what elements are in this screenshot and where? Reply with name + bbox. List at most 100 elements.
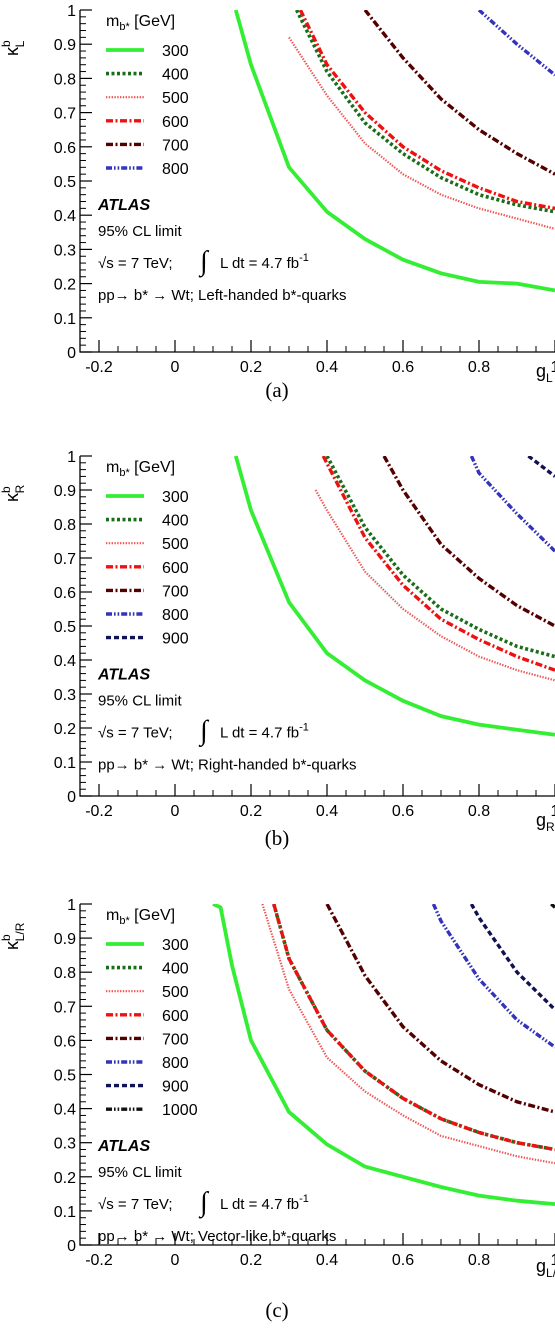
legend-label-1000: 1000 <box>162 1102 198 1119</box>
x-tick-label: -0.2 <box>85 803 113 820</box>
series-line-800 <box>431 904 555 1049</box>
y-tick-label: 1 <box>67 449 76 466</box>
atlas-label: ATLAS <box>97 1138 150 1155</box>
y-tick-label: 0.5 <box>54 619 76 636</box>
y-tick-label: 0.2 <box>54 1170 76 1187</box>
legend-label-500: 500 <box>162 90 189 107</box>
x-tick-label: 1 <box>551 803 555 820</box>
y-tick-label: 0.5 <box>54 1068 76 1085</box>
series-line-700 <box>325 904 555 1114</box>
y-tick-label: 0.2 <box>54 721 76 738</box>
x-tick-label: 0.2 <box>240 803 262 820</box>
x-tick-label: 0.2 <box>240 359 262 376</box>
x-tick-label: 0.2 <box>240 1252 262 1269</box>
y-tick-label: 0.4 <box>54 208 76 225</box>
series-line-900 <box>469 904 555 1011</box>
panel-caption: (b) <box>265 826 290 850</box>
series-line-500 <box>314 489 555 682</box>
series-line-800 <box>469 456 555 553</box>
legend-title: mb* [GeV] <box>106 907 175 927</box>
atlas-label: ATLAS <box>97 667 150 684</box>
legend-label-500: 500 <box>162 536 189 553</box>
x-tick-label: 0.8 <box>468 359 490 376</box>
series-line-800 <box>477 10 555 77</box>
chart-panel-2: -0.2 0 0.2 0.4 0.6 0.8 1 0 0.1 0.2 0.3 0.4 0.5 0.6 0.7… <box>0 449 555 850</box>
x-tick-label: 1 <box>551 1252 555 1269</box>
y-axis-label: κbR <box>0 484 27 502</box>
x-tick-label: 0 <box>171 1252 180 1269</box>
x-tick-label: 0.6 <box>392 803 414 820</box>
legend-label-400: 400 <box>162 961 189 978</box>
integral-symbol: ∫ <box>198 716 210 748</box>
series-line-400 <box>294 10 555 214</box>
x-axis-label: gR <box>536 810 555 834</box>
energy-label: √s = 7 TeV; <box>98 725 173 742</box>
y-tick-label: 1 <box>67 897 76 914</box>
cl-label: 95% CL limit <box>98 693 182 710</box>
legend-title: mb* [GeV] <box>106 459 175 479</box>
chart-panel-1: -0.2 0 0.2 0.4 0.6 0.8 1 0 0.1 0.2 0.3 0.4 0.5 0.6 0.7… <box>0 3 555 402</box>
y-tick-label: 0.8 <box>54 71 76 88</box>
series-line-1000 <box>550 904 555 909</box>
series-line-500 <box>261 904 555 1165</box>
energy-label: √s = 7 TeV; <box>98 255 173 272</box>
legend-label-600: 600 <box>162 114 189 131</box>
y-axis-label: κbL/R <box>0 922 27 950</box>
legend-label-300: 300 <box>162 43 189 60</box>
legend-label-400: 400 <box>162 513 189 530</box>
legend-label-300: 300 <box>162 937 189 954</box>
lumi-label: L dt = 4.7 fb-1 <box>220 722 309 742</box>
cl-label: 95% CL limit <box>98 223 182 240</box>
panel-caption: (a) <box>265 378 288 402</box>
cl-label: 95% CL limit <box>98 1164 182 1181</box>
series-line-400 <box>272 904 555 1152</box>
legend-label-800: 800 <box>162 607 189 624</box>
lumi-label: L dt = 4.7 fb-1 <box>220 1193 309 1213</box>
y-tick-label: 0.7 <box>54 999 76 1016</box>
y-tick-label: 0.6 <box>54 1033 76 1050</box>
y-tick-label: 0.1 <box>54 311 76 328</box>
x-tick-label: 0.4 <box>316 359 338 376</box>
series-line-400 <box>325 456 555 659</box>
x-tick-label: 0.6 <box>392 359 414 376</box>
x-tick-label: 0 <box>171 803 180 820</box>
legend-label-300: 300 <box>162 489 189 506</box>
x-tick-label: 0.6 <box>392 1252 414 1269</box>
x-tick-label: 0.8 <box>468 803 490 820</box>
panel-caption: (c) <box>265 1298 288 1322</box>
x-tick-label: 0.4 <box>316 803 338 820</box>
legend-label-500: 500 <box>162 984 189 1001</box>
legend-label-700: 700 <box>162 1031 189 1048</box>
x-tick-label: -0.2 <box>85 359 113 376</box>
legend-label-600: 600 <box>162 560 189 577</box>
legend-label-400: 400 <box>162 67 189 84</box>
y-tick-label: 0.4 <box>54 1102 76 1119</box>
y-tick-label: 0.8 <box>54 965 76 982</box>
y-tick-label: 0.5 <box>54 174 76 191</box>
series-line-700 <box>382 456 555 628</box>
axes-frame <box>79 456 555 797</box>
y-tick-label: 0 <box>67 345 76 362</box>
atlas-label: ATLAS <box>97 197 150 214</box>
series-line-600 <box>272 904 555 1152</box>
x-tick-label: 0.8 <box>468 1252 490 1269</box>
series-line-700 <box>363 10 555 176</box>
legend-label-900: 900 <box>162 1079 189 1096</box>
y-tick-label: 0.4 <box>54 653 76 670</box>
y-tick-label: 0.3 <box>54 242 76 259</box>
x-axis-label: gL/R <box>536 1256 555 1280</box>
y-tick-label: 0.1 <box>54 755 76 772</box>
y-tick-label: 0.9 <box>54 931 76 948</box>
y-tick-label: 0.7 <box>54 551 76 568</box>
legend-label-600: 600 <box>162 1008 189 1025</box>
series-line-600 <box>321 456 555 672</box>
y-tick-label: 0.6 <box>54 585 76 602</box>
y-tick-label: 0.8 <box>54 517 76 534</box>
x-tick-label: 0.4 <box>316 1252 338 1269</box>
x-tick-label: 0 <box>171 359 180 376</box>
axes-frame <box>79 904 555 1246</box>
x-tick-label: 1 <box>551 359 555 376</box>
series-line-300 <box>212 904 555 1206</box>
x-tick-label: -0.2 <box>85 1252 113 1269</box>
